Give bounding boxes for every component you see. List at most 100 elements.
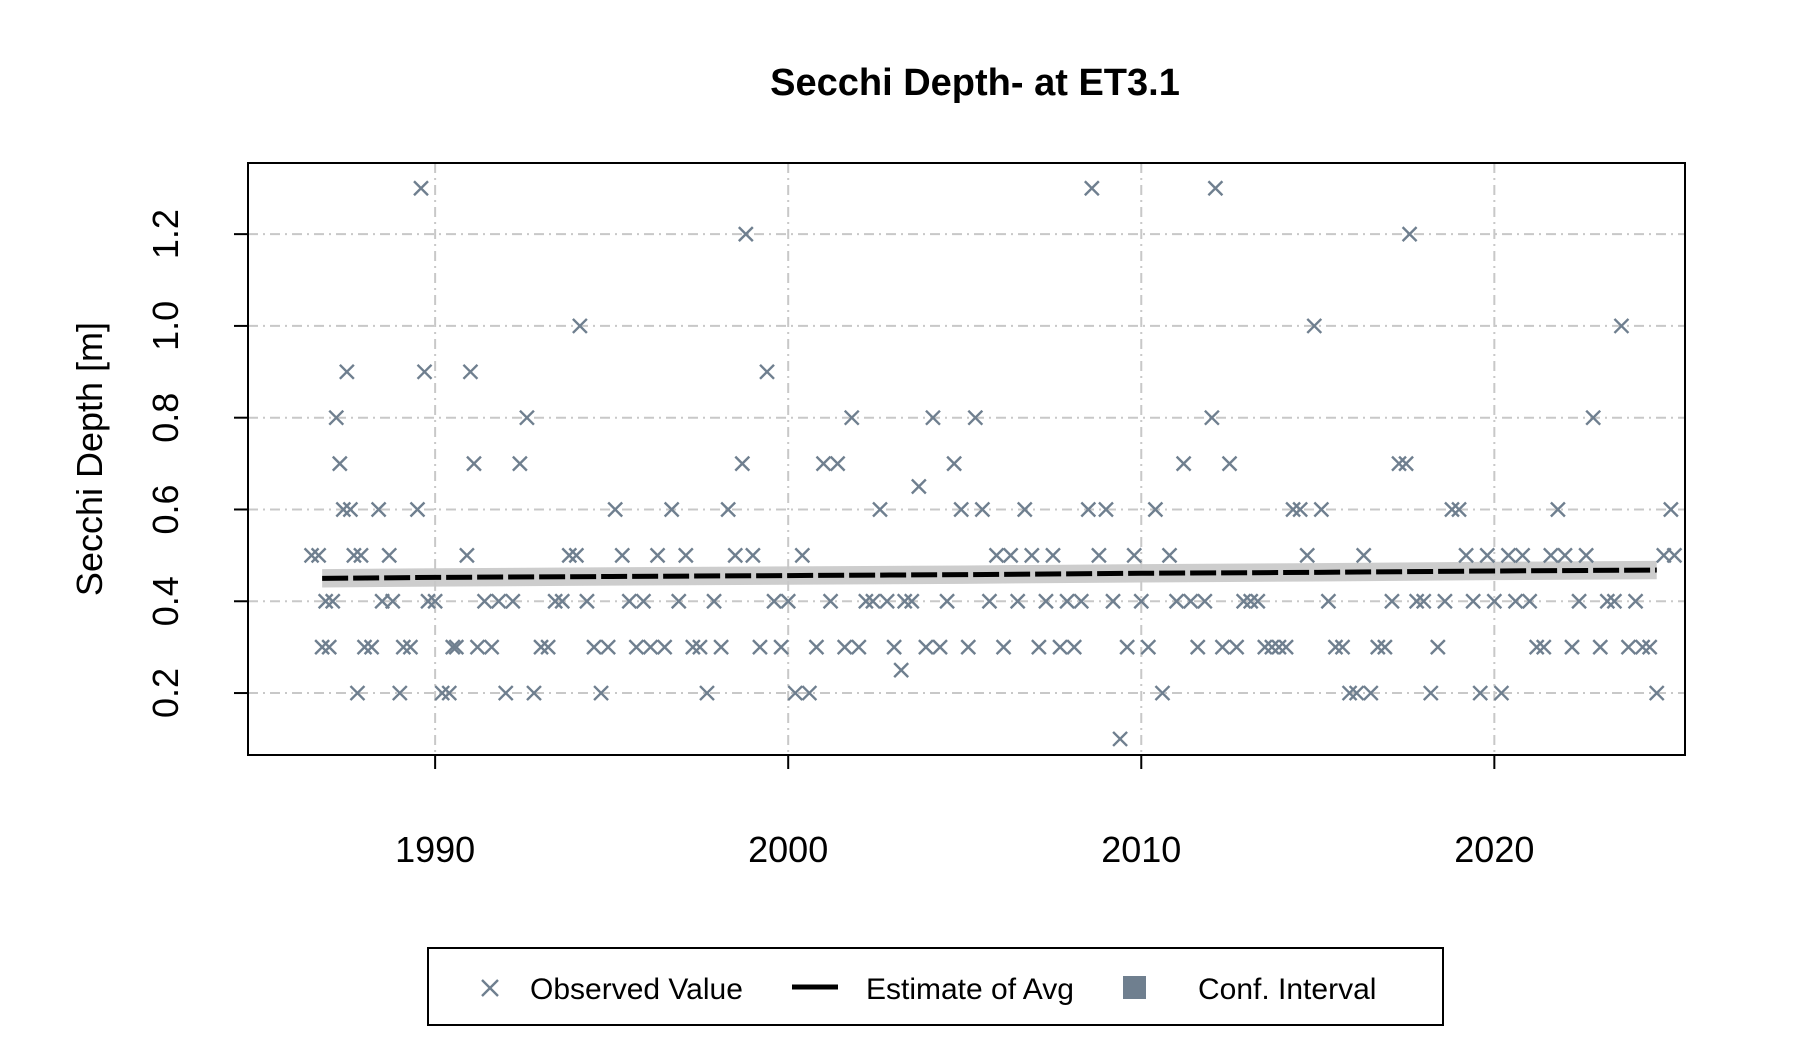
observed-point-105: [953, 501, 970, 518]
observed-point-58: [628, 639, 645, 656]
observed-point-96: [893, 662, 910, 678]
observed-points: [303, 180, 1683, 747]
observed-point-168: [1391, 455, 1407, 472]
observed-point-147: [1242, 593, 1259, 610]
observed-point-4: [321, 639, 338, 656]
observed-point-76: [752, 639, 768, 656]
observed-point-161: [1341, 685, 1358, 701]
observed-point-73: [734, 455, 751, 472]
observed-point-30: [444, 639, 461, 656]
observed-point-9: [339, 363, 355, 380]
observed-point-11: [346, 547, 362, 564]
observed-point-61: [649, 547, 666, 564]
observed-point-8: [335, 501, 352, 518]
observed-point-99: [910, 478, 927, 495]
observed-point-78: [766, 593, 782, 610]
observed-point-154: [1292, 501, 1309, 518]
observed-point-195: [1578, 547, 1594, 564]
observed-point-51: [579, 593, 595, 610]
observed-point-191: [1550, 501, 1566, 518]
observed-point-182: [1486, 593, 1503, 610]
observed-point-36: [476, 593, 493, 610]
observed-point-160: [1334, 639, 1351, 656]
legend-frame: [427, 947, 1444, 1026]
observed-point-201: [1620, 639, 1637, 656]
observed-point-57: [621, 593, 638, 610]
observed-point-43: [526, 685, 542, 701]
observed-point-18: [381, 547, 398, 564]
observed-point-186: [1514, 547, 1531, 564]
x-tick-label-1: 2000: [748, 829, 828, 870]
observed-point-144: [1221, 455, 1238, 472]
observed-point-129: [1119, 639, 1135, 656]
observed-point-151: [1271, 639, 1287, 656]
observed-point-77: [759, 363, 775, 380]
observed-point-94: [879, 593, 895, 610]
observed-point-172: [1415, 593, 1432, 610]
plot-frame: [247, 162, 1686, 756]
observed-point-55: [607, 501, 624, 518]
observed-point-199: [1606, 593, 1623, 610]
observed-point-67: [692, 639, 708, 656]
y-tick-label-1: 0.4: [145, 576, 186, 626]
observed-point-180: [1472, 685, 1489, 701]
observed-point-114: [1016, 501, 1033, 518]
x-tick-label-3: 2020: [1454, 829, 1534, 870]
observed-point-42: [519, 409, 535, 426]
observed-point-22: [402, 639, 419, 656]
observed-point-60: [642, 639, 659, 656]
observed-point-178: [1458, 547, 1474, 564]
observed-point-192: [1557, 547, 1573, 564]
observed-point-89: [843, 409, 860, 426]
observed-point-83: [801, 685, 818, 701]
observed-point-183: [1493, 685, 1510, 701]
observed-point-84: [808, 639, 825, 656]
observed-point-81: [787, 685, 804, 701]
observed-point-40: [504, 593, 521, 610]
observed-point-14: [356, 639, 373, 656]
observed-point-112: [1002, 547, 1019, 564]
legend-observed-marker: [481, 979, 499, 997]
observed-point-179: [1465, 593, 1482, 610]
observed-point-3: [314, 639, 330, 656]
observed-point-62: [656, 639, 673, 656]
observed-point-158: [1320, 593, 1337, 610]
observed-point-72: [727, 547, 744, 564]
observed-point-116: [1031, 639, 1047, 656]
observed-point-120: [1059, 593, 1075, 610]
observed-point-137: [1175, 455, 1192, 472]
x-tick-label-2: 2010: [1101, 829, 1181, 870]
y-axis-label: Secchi Depth [m]: [69, 322, 110, 596]
observed-point-189: [1535, 639, 1552, 656]
observed-point-141: [1204, 409, 1220, 426]
observed-point-12: [349, 685, 366, 701]
observed-point-59: [635, 593, 652, 610]
observed-point-107: [967, 409, 984, 426]
observed-point-175: [1437, 593, 1453, 610]
observed-point-24: [413, 180, 429, 197]
legend-ci-swatch: [1123, 976, 1146, 999]
observed-point-121: [1066, 639, 1083, 656]
observed-point-167: [1384, 593, 1400, 610]
observed-point-139: [1189, 639, 1206, 656]
observed-point-176: [1444, 501, 1460, 518]
observed-point-38: [490, 593, 507, 610]
observed-point-34: [466, 455, 482, 472]
observed-point-0: [303, 547, 320, 564]
observed-point-46: [547, 593, 564, 610]
observed-point-98: [903, 593, 920, 610]
observed-point-7: [331, 455, 348, 472]
observed-point-135: [1161, 547, 1178, 564]
observed-point-82: [794, 547, 811, 564]
observed-point-130: [1126, 547, 1143, 564]
observed-point-171: [1408, 593, 1425, 610]
observed-point-16: [370, 501, 387, 518]
observed-point-136: [1168, 593, 1185, 610]
observed-point-115: [1023, 547, 1040, 564]
observed-point-91: [858, 593, 874, 610]
observed-point-20: [391, 685, 408, 701]
observed-point-74: [737, 226, 754, 242]
observed-point-173: [1422, 685, 1439, 701]
observed-point-196: [1585, 409, 1602, 426]
observed-point-69: [706, 593, 722, 610]
